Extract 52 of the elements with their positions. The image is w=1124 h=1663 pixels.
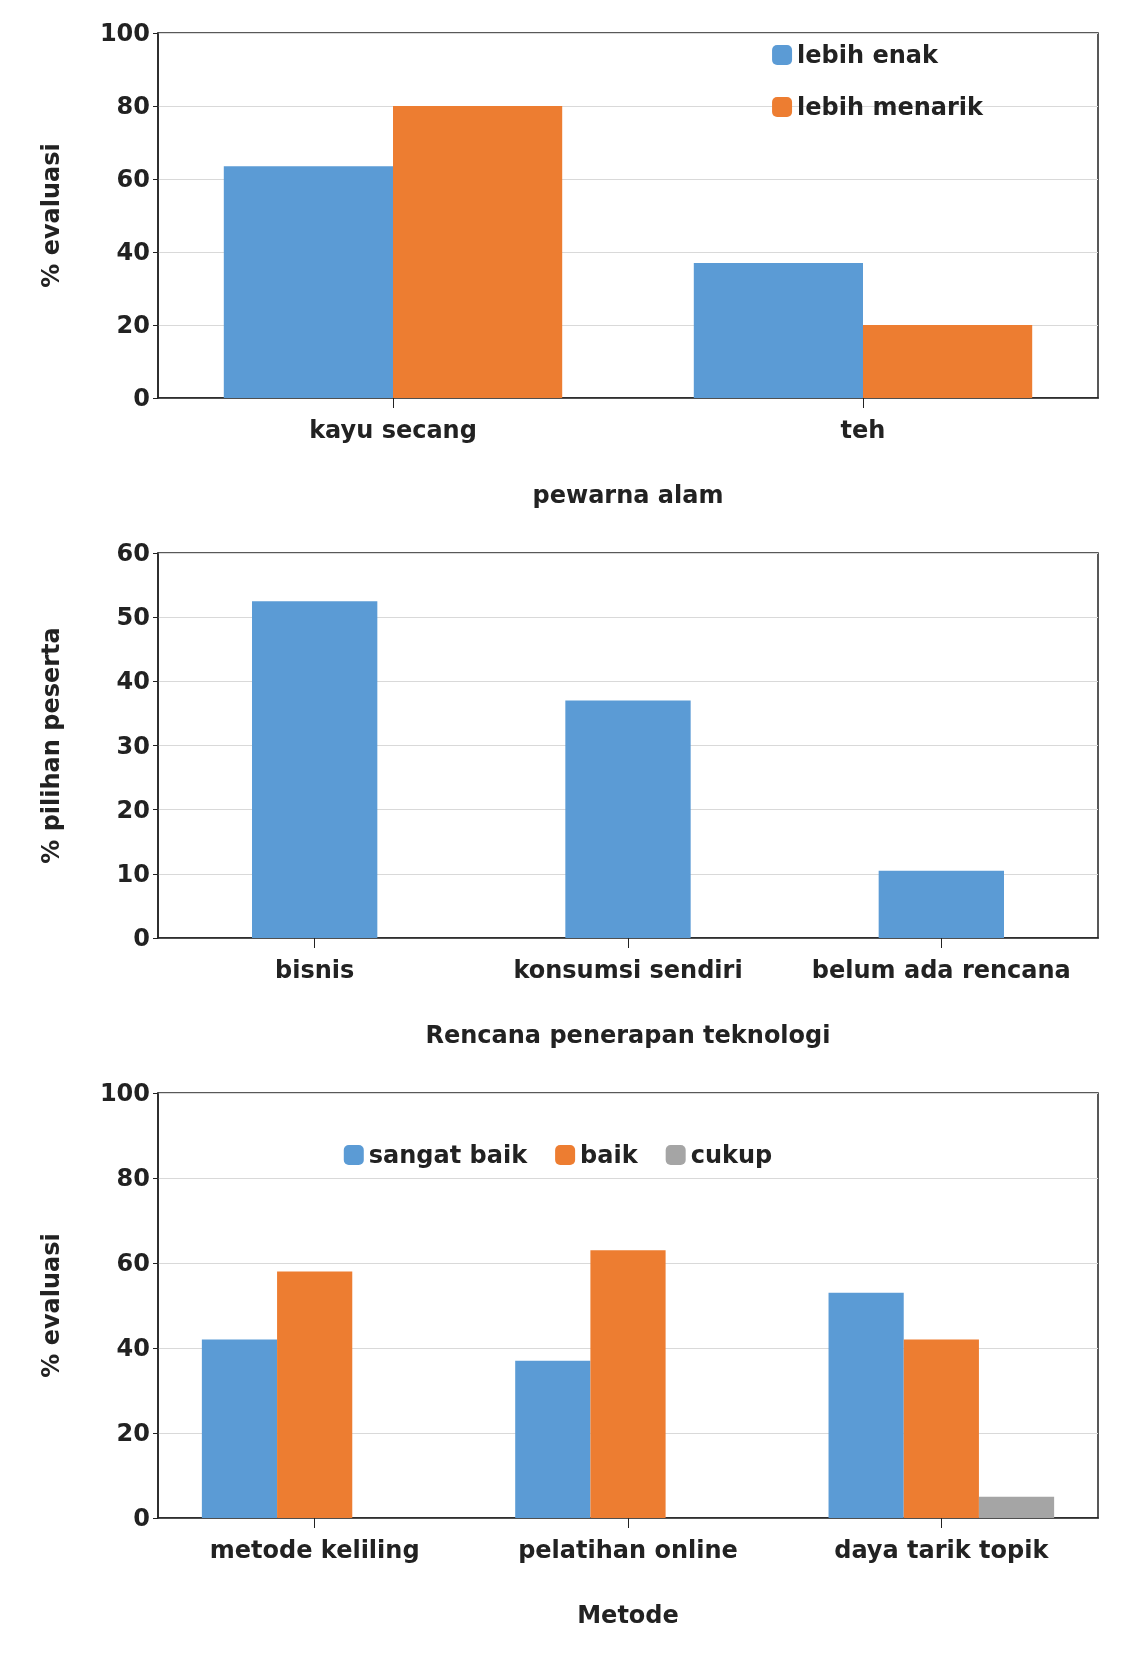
bar [252, 601, 378, 938]
y-tick-label: 30 [116, 731, 150, 760]
bar [828, 1292, 904, 1518]
bar [863, 325, 1033, 398]
legend-label: cukup [690, 1141, 773, 1169]
y-tick-label: 20 [116, 311, 150, 339]
x-axis-title: Metode [577, 1601, 679, 1629]
y-axis-title: % evaluasi [37, 143, 65, 288]
y-tick-label: 10 [116, 859, 150, 888]
y-tick-label: 20 [116, 1419, 150, 1447]
y-tick-label: 100 [99, 1079, 150, 1107]
bar [693, 262, 863, 398]
bar [590, 1250, 666, 1518]
bar [878, 870, 1004, 938]
legend-label: baik [580, 1141, 639, 1169]
x-tick-label: bisnis [275, 956, 355, 984]
y-tick-label: 80 [116, 92, 150, 120]
y-tick-label: 0 [133, 384, 150, 412]
x-tick-label: pelatihan online [518, 1536, 738, 1564]
bar [565, 700, 691, 938]
x-axis-title: pewarna alam [532, 481, 724, 509]
x-tick-label: teh [840, 416, 886, 444]
y-axis-title: % evaluasi [37, 1233, 65, 1378]
bar [277, 1271, 353, 1518]
y-tick-label: 20 [116, 795, 150, 824]
x-tick-label: daya tarik topik [834, 1536, 1050, 1564]
y-tick-label: 40 [116, 238, 150, 266]
bar [978, 1496, 1055, 1518]
y-tick-label: 50 [116, 603, 150, 632]
y-tick-label: 60 [116, 165, 150, 193]
y-tick-label: 60 [116, 539, 150, 567]
y-tick-label: 40 [116, 1334, 150, 1362]
x-axis-title: Rencana penerapan teknologi [425, 1021, 831, 1049]
x-tick-label: konsumsi sendiri [513, 956, 743, 984]
y-tick-label: 80 [116, 1164, 150, 1192]
x-tick-label: kayu secang [309, 416, 477, 444]
y-tick-label: 0 [133, 924, 150, 952]
y-axis-title: % pilihan peserta [37, 627, 65, 864]
legend-label: lebih enak [797, 41, 939, 69]
legend-label: sangat baik [368, 1141, 529, 1169]
y-tick-label: 60 [116, 1249, 150, 1277]
bar [223, 166, 393, 398]
bar [903, 1339, 979, 1518]
y-tick-label: 100 [99, 19, 150, 47]
bar [515, 1360, 591, 1518]
bar [201, 1339, 278, 1518]
x-tick-label: metode keliling [209, 1536, 420, 1564]
bar [393, 106, 563, 398]
x-tick-label: belum ada rencana [811, 956, 1071, 984]
y-tick-label: 40 [116, 667, 150, 696]
y-tick-label: 0 [133, 1504, 150, 1532]
legend-label: lebih menarik [797, 93, 985, 121]
